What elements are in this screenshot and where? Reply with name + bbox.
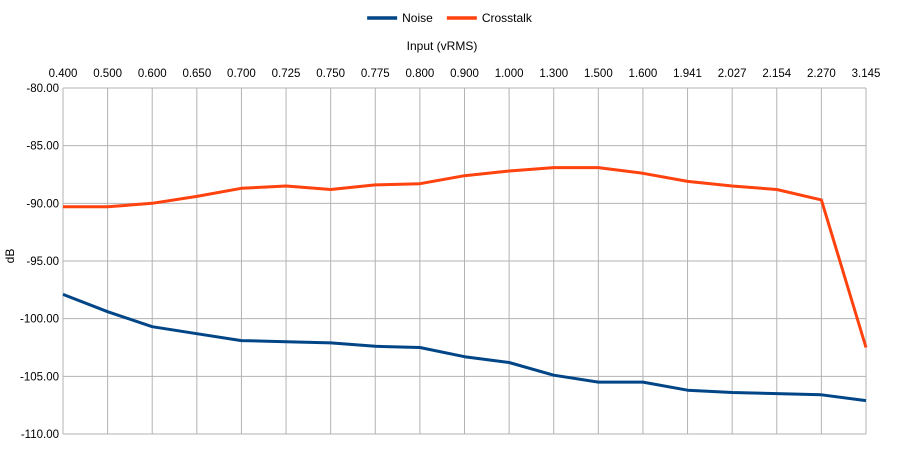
y-tick-label: -100.00	[20, 314, 59, 326]
series-lines	[62, 166, 868, 403]
x-tick-label: 1.600	[629, 68, 658, 80]
x-tick-label: 0.775	[361, 68, 390, 80]
x-tick-label: 0.400	[49, 68, 78, 80]
x-tick-label: 2.154	[762, 68, 791, 80]
x-tick-label: 0.500	[93, 68, 122, 80]
legend: Noise Crosstalk	[367, 11, 533, 25]
x-tick-label: 3.145	[852, 68, 881, 80]
legend-label-noise: Noise	[402, 11, 433, 25]
y-tick-labels: -80.00 -85.00 -90.00 -95.00 -100.00 -105.00 -1…	[20, 83, 59, 441]
x-tick-label: 1.300	[539, 68, 568, 80]
x-tick-label: 0.725	[272, 68, 301, 80]
x-tick-label: 0.700	[227, 68, 256, 80]
series-line-crosstalk	[63, 166, 868, 348]
y-tick-label: -85.00	[26, 141, 59, 153]
legend-label-crosstalk: Crosstalk	[482, 11, 533, 25]
x-tick-label: 2.270	[807, 68, 836, 80]
x-tick-label: 0.600	[138, 68, 167, 80]
y-tick-label: -105.00	[20, 371, 59, 383]
x-tick-labels: 0.400 0.500 0.600 0.650 0.700 0.725 0.750 0.775…	[49, 68, 881, 80]
x-tick-label: 1.000	[495, 68, 524, 80]
x-tick-label: 1.941	[673, 68, 702, 80]
vertical-gridlines	[62, 88, 867, 434]
x-tick-label: 2.027	[718, 68, 747, 80]
y-axis-title: dB	[3, 249, 17, 264]
x-axis-title: Input (vRMS)	[407, 39, 478, 53]
x-tick-label: 0.800	[405, 68, 434, 80]
y-tick-label: -95.00	[26, 256, 59, 268]
x-tick-label: 0.650	[182, 68, 211, 80]
x-tick-label: 1.500	[584, 68, 613, 80]
series-line-noise	[62, 293, 867, 403]
x-tick-label: 0.750	[316, 68, 345, 80]
y-tick-label: -90.00	[26, 198, 59, 210]
x-tick-label: 0.900	[450, 68, 479, 80]
y-tick-label: -80.00	[26, 83, 59, 95]
y-tick-label: -110.00	[21, 429, 59, 441]
